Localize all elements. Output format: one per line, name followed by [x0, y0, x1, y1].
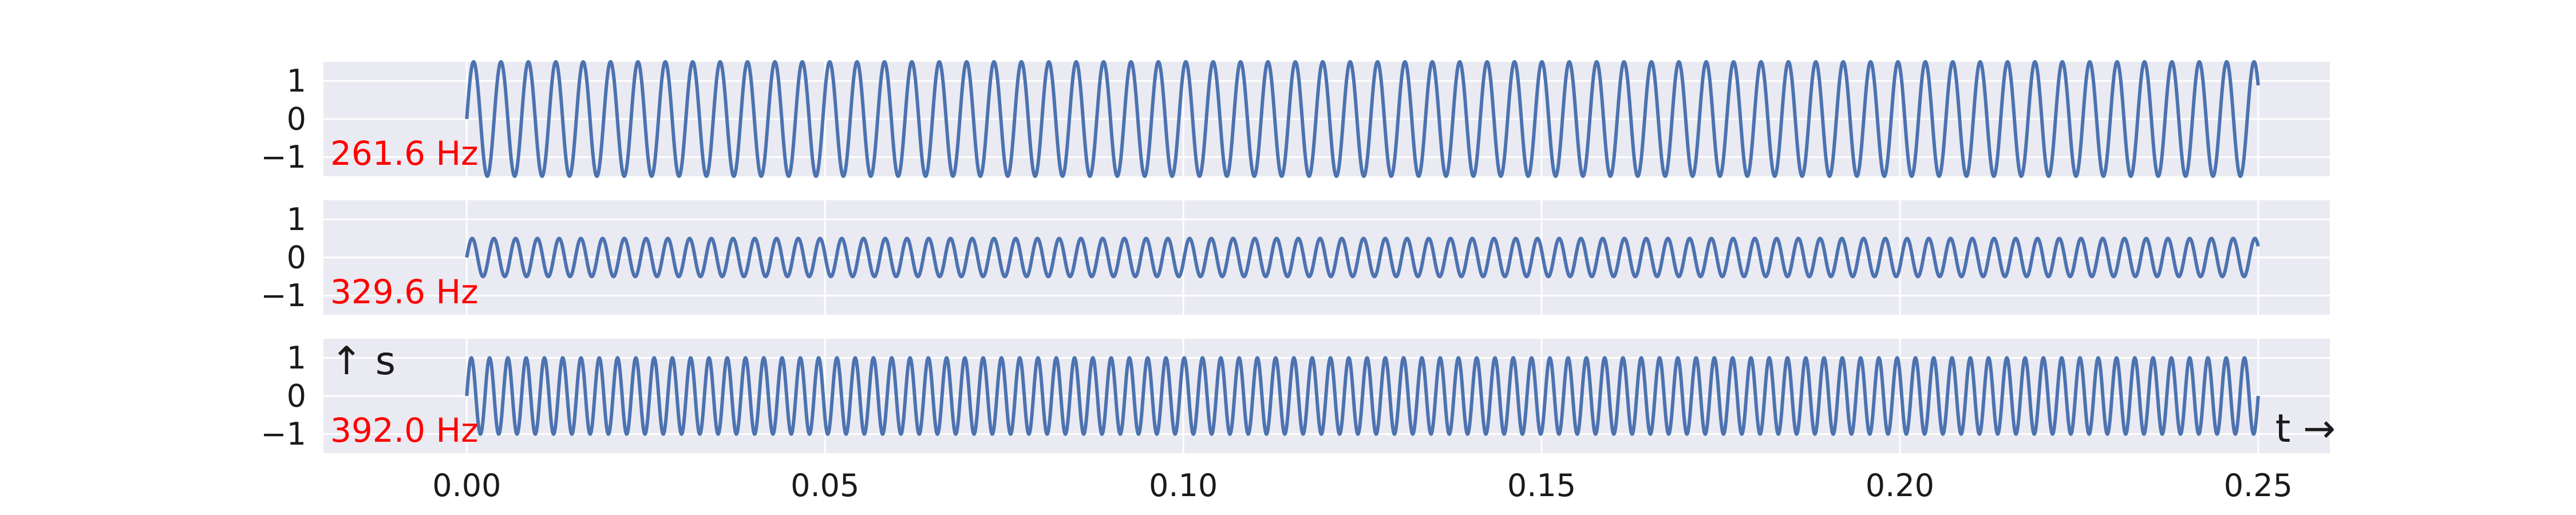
subplot-3: −101 392.0 Hz ↑ s t → [260, 339, 2336, 453]
x-tick-label: 0.20 [1866, 468, 1934, 504]
x-tick-label: 0.10 [1149, 468, 1218, 504]
x-tick-label: 0.15 [1507, 468, 1576, 504]
x-axis-annotation: t → [2275, 406, 2336, 451]
x-axis-ticks: 0.00 0.05 0.10 0.15 0.20 0.25 [432, 468, 2293, 504]
y-tick-label: 0 [287, 240, 306, 276]
subplot-2: −101 329.6 Hz [260, 200, 2330, 315]
subplot-1: −101 261.6 Hz [260, 60, 2330, 178]
y-tick-label: −1 [260, 139, 306, 175]
x-tick-label: 0.00 [432, 468, 501, 504]
series-line [465, 356, 2260, 436]
y-tick-label: −1 [260, 278, 306, 314]
frequency-label: 392.0 Hz [330, 411, 479, 450]
series-line [465, 60, 2260, 178]
y-tick-label: −1 [260, 416, 306, 452]
x-tick-label: 0.05 [791, 468, 859, 504]
y-tick-label: 0 [287, 101, 306, 137]
y-axis-annotation: ↑ s [330, 339, 396, 384]
y-tick-label: 0 [287, 378, 306, 414]
y-tick-label: 1 [287, 201, 306, 237]
y-tick-label: 1 [287, 340, 306, 376]
frequency-label: 261.6 Hz [330, 134, 479, 173]
frequency-label: 329.6 Hz [330, 272, 479, 311]
series-line [465, 236, 2260, 279]
x-tick-label: 0.25 [2224, 468, 2293, 504]
y-tick-label: 1 [287, 63, 306, 99]
